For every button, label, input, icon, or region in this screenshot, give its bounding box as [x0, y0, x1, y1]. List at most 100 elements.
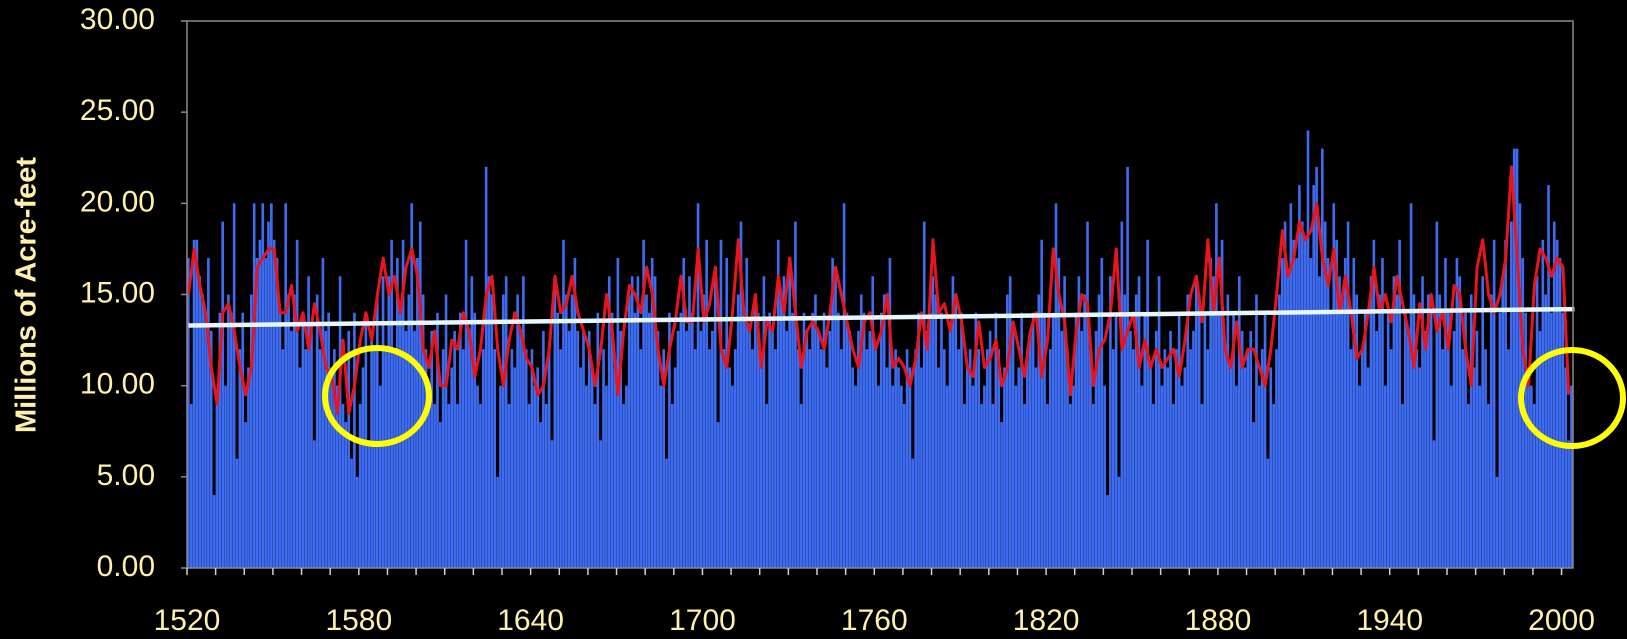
- bar: [825, 367, 829, 568]
- bar: [1461, 349, 1464, 568]
- bar: [1338, 276, 1341, 568]
- bar: [275, 258, 279, 568]
- bar: [367, 440, 371, 568]
- bar: [1063, 276, 1066, 568]
- bar: [358, 403, 362, 568]
- bar: [1157, 276, 1161, 568]
- bar: [1177, 312, 1181, 568]
- bar: [857, 330, 860, 568]
- bar: [418, 221, 422, 569]
- bar: [1552, 221, 1556, 569]
- bar: [1051, 312, 1055, 568]
- bar: [1011, 330, 1015, 568]
- bar: [659, 385, 663, 568]
- bar: [204, 312, 207, 568]
- bar: [456, 403, 459, 568]
- bar: [900, 385, 903, 568]
- bar: [891, 385, 895, 568]
- bar: [965, 367, 969, 568]
- bar: [1501, 276, 1505, 568]
- bar: [1544, 294, 1547, 568]
- bar: [819, 349, 823, 568]
- bar: [1498, 312, 1502, 568]
- bar: [1303, 239, 1307, 569]
- bar: [888, 258, 892, 568]
- bar: [625, 385, 628, 568]
- bar: [1341, 294, 1344, 568]
- bar: [1206, 349, 1210, 568]
- bar: [424, 349, 428, 568]
- bar: [1424, 330, 1427, 568]
- bar: [350, 458, 353, 568]
- bar: [754, 294, 757, 568]
- bar: [596, 312, 600, 568]
- bar: [685, 330, 688, 568]
- x-tick-label: 1700: [669, 604, 736, 637]
- bar: [1564, 367, 1568, 568]
- bar: [1163, 349, 1167, 568]
- bar: [599, 440, 602, 568]
- bar: [510, 349, 514, 568]
- bar: [1429, 312, 1433, 568]
- bar: [696, 203, 700, 569]
- bar: [1183, 367, 1187, 568]
- bar: [590, 367, 594, 568]
- bar: [1146, 239, 1149, 569]
- bar: [957, 349, 960, 568]
- bar: [1023, 403, 1026, 568]
- bar: [1054, 203, 1058, 569]
- x-tick-label: 1520: [154, 604, 221, 637]
- bar: [1392, 276, 1396, 568]
- y-tick-label: 30.00: [80, 3, 155, 36]
- x-tick-label: 1760: [841, 604, 908, 637]
- bar: [920, 367, 923, 568]
- bar: [390, 239, 393, 569]
- bar: [1140, 385, 1144, 568]
- bar: [799, 403, 803, 568]
- bar: [1080, 330, 1084, 568]
- bar: [527, 403, 531, 568]
- bar: [794, 221, 797, 569]
- bar: [1286, 276, 1290, 568]
- bar: [401, 239, 405, 569]
- bar: [650, 258, 654, 568]
- bar: [344, 422, 348, 568]
- bar: [1109, 276, 1112, 568]
- bar: [582, 330, 585, 568]
- bar: [911, 458, 915, 568]
- bar: [261, 203, 265, 569]
- bar: [1432, 440, 1436, 568]
- bar: [1558, 258, 1562, 568]
- bar: [702, 294, 706, 568]
- bar: [381, 276, 385, 568]
- bar: [619, 330, 623, 568]
- bar: [292, 294, 296, 568]
- bar: [851, 367, 854, 568]
- bar: [1346, 221, 1350, 569]
- bar: [882, 294, 886, 568]
- bar: [593, 403, 597, 568]
- bar: [1074, 312, 1078, 568]
- bar: [335, 385, 339, 568]
- bar: [859, 294, 863, 568]
- bar: [779, 294, 783, 568]
- bar: [897, 367, 900, 568]
- bar: [788, 258, 791, 568]
- bar: [940, 312, 943, 568]
- bar: [1492, 239, 1496, 569]
- bar: [980, 403, 983, 568]
- bar: [1046, 403, 1049, 568]
- bar: [865, 349, 869, 568]
- bar: [459, 312, 462, 568]
- bar: [1515, 148, 1519, 568]
- bar: [250, 294, 253, 568]
- bar: [467, 330, 471, 568]
- bar: [1372, 239, 1376, 569]
- bar: [1363, 312, 1367, 568]
- bar: [774, 349, 777, 568]
- bar: [373, 349, 376, 568]
- bar: [1447, 312, 1450, 568]
- bar: [1275, 349, 1278, 568]
- bar: [530, 349, 534, 568]
- bar: [272, 239, 276, 569]
